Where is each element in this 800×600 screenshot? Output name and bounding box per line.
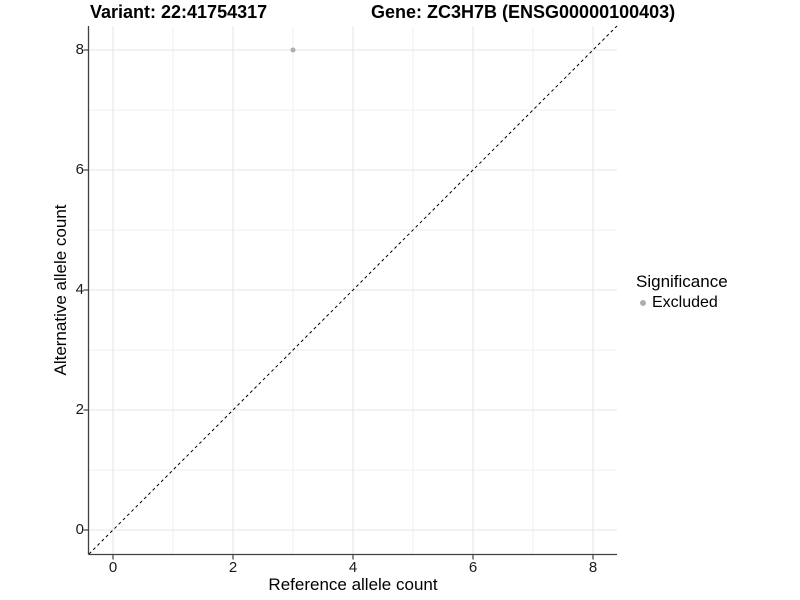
y-axis-tick-label: 0 [75, 521, 84, 538]
legend-key [636, 296, 650, 310]
data-point [290, 47, 296, 53]
legend-item-excluded: Excluded [636, 294, 728, 312]
legend: Significance Excluded [636, 272, 728, 312]
x-axis-tick-label: 2 [228, 559, 238, 576]
y-axis-tick-label: 2 [75, 401, 84, 418]
x-axis-tick-label: 8 [588, 559, 598, 576]
gene-title: Gene: ZC3H7B (ENSG00000100403) [371, 2, 676, 22]
identity-reference-line [88, 25, 618, 555]
y-axis-tick-label: 8 [75, 41, 84, 58]
legend-title: Significance [636, 272, 728, 291]
x-axis-title: Reference allele count [268, 575, 438, 594]
variant-title: Variant: 22:41754317 [90, 2, 268, 22]
y-axis-title: Alternative allele count [51, 204, 70, 376]
y-axis-tick-label: 4 [75, 281, 84, 298]
x-axis-tick-label: 6 [468, 559, 478, 576]
x-axis-tick-label: 0 [108, 559, 118, 576]
y-axis-tick-label: 6 [75, 161, 84, 178]
legend-item-label: Excluded [652, 294, 718, 311]
x-axis-tick-label: 4 [348, 559, 358, 576]
circle-dot-icon [640, 300, 646, 306]
